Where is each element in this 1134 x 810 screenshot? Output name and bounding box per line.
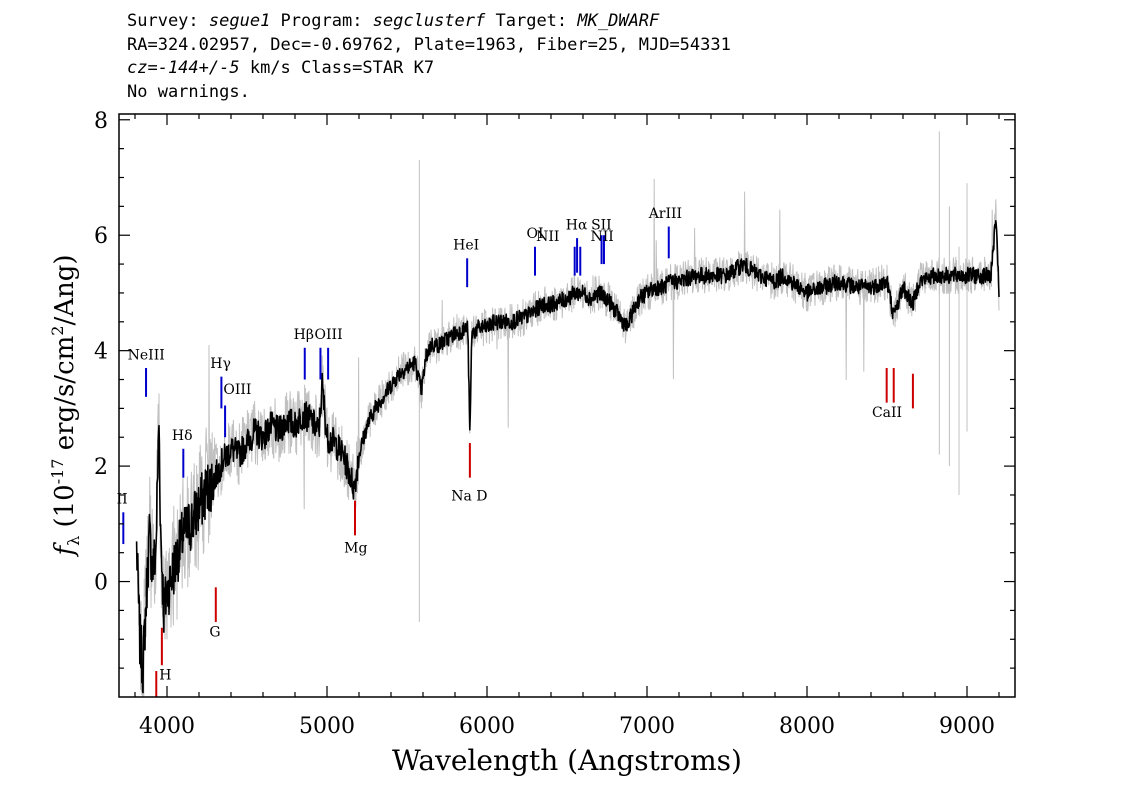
y-tick-label: 4	[94, 340, 108, 365]
x-tick-label: 6000	[459, 714, 515, 739]
target-label: Target:	[485, 11, 578, 31]
smoothed-flux-line	[135, 220, 1000, 694]
x-tick-label: 5000	[299, 714, 355, 739]
y-tick-label: 0	[94, 571, 108, 596]
line-label-hei: HeI	[453, 238, 479, 254]
survey-value: segue1	[208, 11, 271, 31]
y-axis-label-lambda: λ	[64, 536, 83, 546]
x-tick-label: 7000	[619, 714, 675, 739]
line-label-caii: CaII	[872, 405, 902, 421]
line-label-oiii: OIII	[223, 382, 251, 398]
spectrum-header: Survey: segue1 Program: segclusterf Targ…	[127, 10, 731, 104]
smoothed-flux-series	[135, 220, 1000, 694]
y-axis-label: fλ (10-17 erg/s/cm2/Ang)	[48, 254, 83, 557]
raw-flux-series	[136, 131, 1000, 698]
y-axis-label-mid: erg/s/cm	[50, 336, 80, 459]
line-label-h-: Hβ	[294, 327, 314, 343]
line-label-na-d: Na D	[451, 489, 487, 505]
line-label-nii: NII	[591, 229, 614, 245]
y-tick-label: 2	[94, 455, 108, 480]
header-line-warnings: No warnings.	[127, 81, 250, 102]
line-label-sii: SII	[591, 217, 612, 233]
line-label-g: G	[209, 624, 220, 640]
line-label-h-: Hγ	[210, 356, 231, 372]
line-label-oiii: OIII	[315, 327, 343, 343]
redshift-value: cz=-144+/-5	[127, 58, 240, 78]
y-axis-label-exp2: 2	[48, 326, 67, 336]
target-value: MK_DWARF	[577, 11, 660, 31]
header-line-coordinates: RA=324.02957, Dec=-0.69762, Plate=1963, …	[127, 34, 731, 55]
line-label-ariii: ArIII	[648, 206, 682, 222]
line-label-oi: OI	[526, 226, 543, 242]
header-line-redshift: cz=-144+/-5 km/s Class=STAR K7	[127, 57, 731, 81]
line-label-mg: Mg	[344, 541, 367, 557]
survey-label: Survey:	[127, 11, 209, 31]
x-axis-label: Wavelength (Angstroms)	[392, 744, 742, 777]
x-tick-label: 9000	[939, 714, 995, 739]
x-tick-label: 4000	[139, 714, 195, 739]
x-tick-label: 8000	[779, 714, 835, 739]
line-label-neiii: NeIII	[128, 347, 165, 363]
y-axis-label-close: /Ang)	[50, 254, 80, 325]
x-axis-ticks: 4000 5000 6000 7000 8000 9000	[134, 114, 1000, 739]
y-tick-label: 6	[94, 224, 108, 249]
y-axis-label-open: (10	[50, 484, 80, 536]
y-axis-label-exp1: -17	[48, 459, 67, 485]
program-value: segclusterf	[372, 11, 486, 31]
line-label-h-: Hδ	[172, 428, 193, 444]
classification-text: km/s Class=STAR K7	[239, 58, 435, 78]
line-label-h-: Hα	[566, 217, 588, 233]
y-axis-ticks: 0 2 4 6 8	[94, 109, 1015, 669]
line-label-h: H	[159, 668, 171, 684]
program-label: Program:	[270, 11, 373, 31]
line-label-ii: II	[117, 492, 128, 508]
y-tick-label: 8	[94, 109, 108, 134]
header-line-target: Survey: segue1 Program: segclusterf Targ…	[127, 10, 731, 34]
plot-frame	[118, 113, 1016, 698]
spectral-line-markers	[122, 226, 914, 697]
line-label-nii: NII	[536, 229, 559, 245]
